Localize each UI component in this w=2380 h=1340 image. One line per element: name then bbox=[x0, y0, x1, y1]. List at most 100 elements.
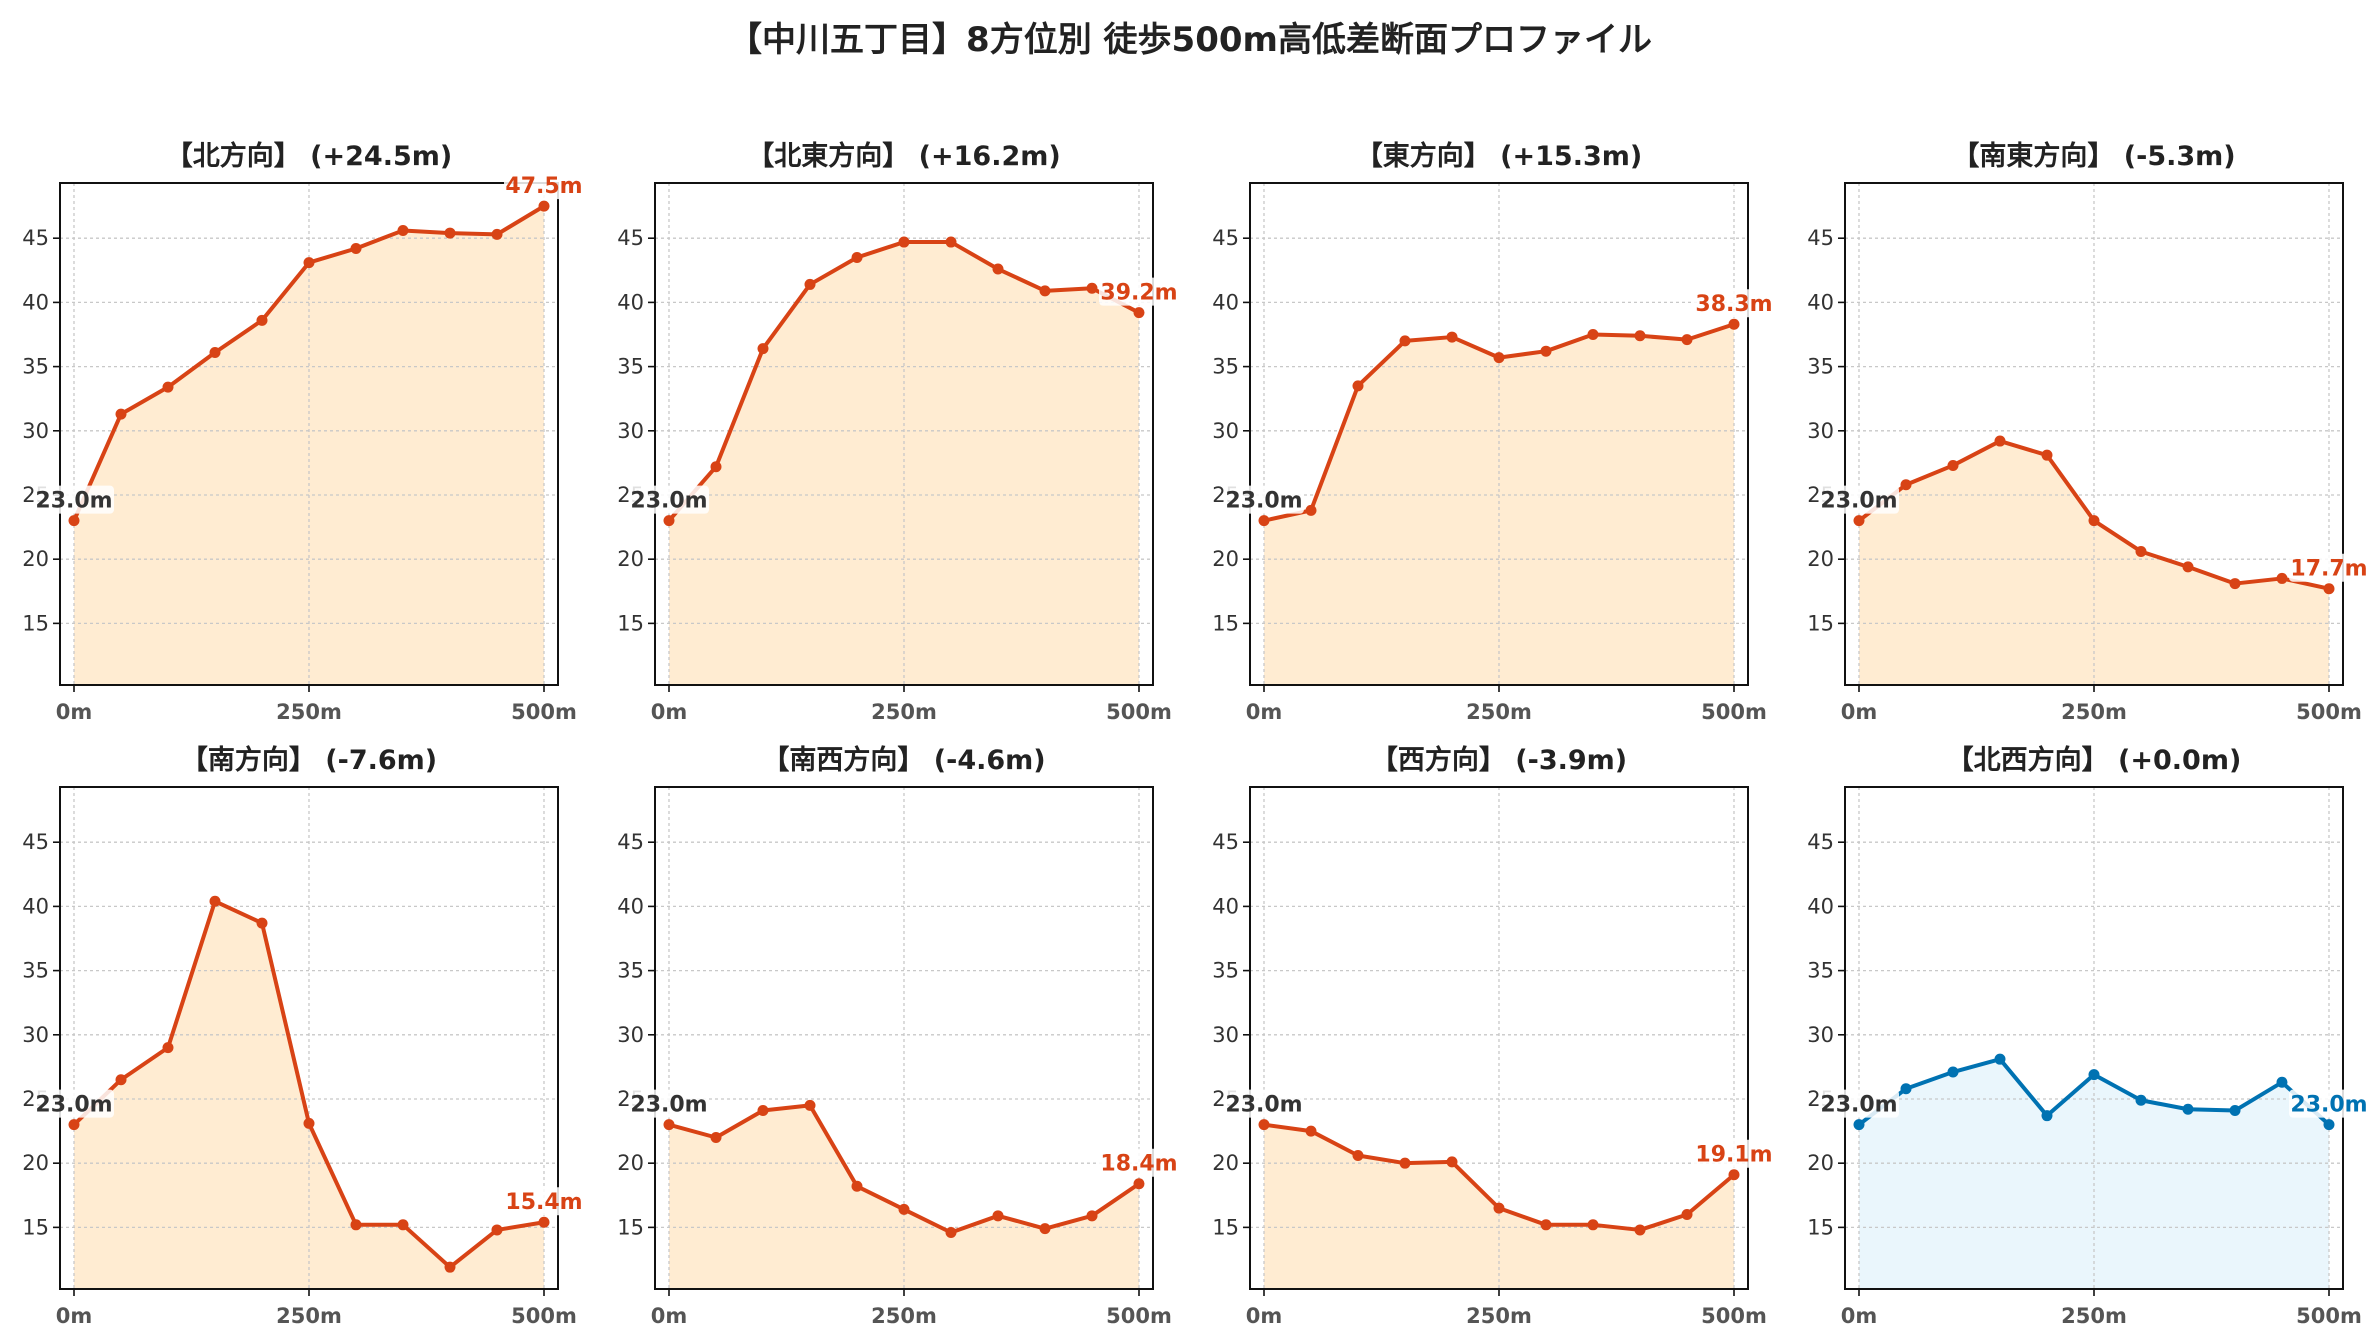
y-tick-label: 20 bbox=[617, 547, 644, 571]
data-point bbox=[115, 408, 127, 420]
data-point bbox=[162, 381, 174, 393]
data-point bbox=[757, 1105, 769, 1117]
chart-panel-3: 【東方向】 (+15.3m)152025303540450m250m500m23… bbox=[1212, 140, 1774, 724]
chart-panel-7: 【西方向】 (-3.9m)152025303540450m250m500m23.… bbox=[1212, 744, 1774, 1328]
start-label: 23.0m bbox=[1820, 489, 1897, 514]
y-tick-label: 35 bbox=[617, 355, 644, 379]
data-point bbox=[1900, 479, 1912, 491]
figure-title: 【中川五丁目】8方位別 徒歩500m高低差断面プロファイル bbox=[728, 20, 1652, 60]
end-label-bg bbox=[504, 171, 584, 200]
data-point bbox=[1352, 1149, 1364, 1161]
panel-title: 【南西方向】 (-4.6m) bbox=[762, 744, 1045, 776]
chart-panel-2: 【北東方向】 (+16.2m)152025303540450m250m500m2… bbox=[617, 140, 1179, 724]
chart-panel-1: 【北方向】 (+24.5m)152025303540450m250m500m23… bbox=[22, 140, 584, 724]
y-tick-label: 20 bbox=[1807, 547, 1834, 571]
data-point bbox=[992, 1210, 1004, 1222]
x-tick-label: 250m bbox=[1466, 1304, 1532, 1328]
data-point bbox=[2135, 1094, 2147, 1106]
y-tick-label: 30 bbox=[22, 419, 49, 443]
start-label-bg bbox=[1819, 485, 1899, 514]
x-tick-label: 0m bbox=[1841, 1304, 1878, 1328]
y-tick-label: 35 bbox=[22, 355, 49, 379]
y-tick-label: 35 bbox=[1807, 959, 1834, 983]
x-tick-label: 250m bbox=[871, 700, 937, 724]
y-tick-label: 45 bbox=[1807, 830, 1834, 854]
x-tick-label: 500m bbox=[1701, 1304, 1767, 1328]
start-label: 23.0m bbox=[1225, 1093, 1302, 1118]
data-point bbox=[1900, 1083, 1912, 1095]
data-point bbox=[804, 1099, 816, 1111]
chart-panel-6: 【南西方向】 (-4.6m)152025303540450m250m500m23… bbox=[617, 744, 1179, 1328]
data-point bbox=[804, 278, 816, 290]
y-tick-label: 35 bbox=[1807, 355, 1834, 379]
end-label-bg bbox=[1099, 277, 1179, 306]
data-point bbox=[1540, 1219, 1552, 1231]
data-point bbox=[1853, 515, 1865, 527]
data-point bbox=[1634, 330, 1646, 342]
start-label-bg bbox=[1224, 1089, 1304, 1118]
data-point bbox=[1086, 1210, 1098, 1222]
data-point bbox=[209, 895, 221, 907]
y-tick-label: 30 bbox=[1212, 1023, 1239, 1047]
x-tick-label: 0m bbox=[56, 700, 93, 724]
y-tick-label: 40 bbox=[22, 894, 49, 918]
data-point bbox=[1728, 318, 1740, 330]
x-tick-label: 250m bbox=[2061, 1304, 2127, 1328]
x-tick-label: 500m bbox=[511, 700, 577, 724]
data-point bbox=[491, 1224, 503, 1236]
data-point bbox=[303, 257, 315, 269]
data-point bbox=[663, 515, 675, 527]
end-label: 18.4m bbox=[1100, 1152, 1177, 1177]
data-point bbox=[491, 228, 503, 240]
y-tick-label: 40 bbox=[22, 290, 49, 314]
y-tick-label: 35 bbox=[1212, 959, 1239, 983]
chart-panel-8: 【北西方向】 (+0.0m)152025303540450m250m500m23… bbox=[1807, 744, 2369, 1328]
y-tick-label: 15 bbox=[617, 1215, 644, 1239]
x-tick-label: 250m bbox=[1466, 700, 1532, 724]
end-label-bg bbox=[1694, 1139, 1774, 1168]
area-fill bbox=[1859, 1059, 2329, 1289]
data-point bbox=[1446, 1156, 1458, 1168]
data-point bbox=[2135, 545, 2147, 557]
data-point bbox=[256, 917, 268, 929]
y-tick-label: 30 bbox=[617, 1023, 644, 1047]
panel-title: 【南東方向】 (-5.3m) bbox=[1952, 140, 2235, 172]
y-tick-label: 45 bbox=[1212, 830, 1239, 854]
start-label-bg bbox=[34, 1089, 114, 1118]
data-point bbox=[1540, 345, 1552, 357]
x-tick-label: 0m bbox=[1246, 1304, 1283, 1328]
x-tick-label: 500m bbox=[2296, 1304, 2362, 1328]
data-point bbox=[2182, 561, 2194, 573]
data-point bbox=[2229, 578, 2241, 590]
end-label: 15.4m bbox=[505, 1190, 582, 1215]
x-tick-label: 0m bbox=[1841, 700, 1878, 724]
x-tick-label: 250m bbox=[276, 1304, 342, 1328]
y-tick-label: 40 bbox=[1212, 894, 1239, 918]
y-tick-label: 40 bbox=[1807, 290, 1834, 314]
y-tick-label: 20 bbox=[617, 1151, 644, 1175]
x-tick-label: 0m bbox=[1246, 700, 1283, 724]
y-tick-label: 30 bbox=[617, 419, 644, 443]
data-point bbox=[663, 1119, 675, 1131]
area-fill bbox=[669, 1105, 1139, 1289]
data-point bbox=[710, 461, 722, 473]
y-tick-label: 15 bbox=[1212, 1215, 1239, 1239]
data-point bbox=[444, 227, 456, 239]
start-label: 23.0m bbox=[630, 1093, 707, 1118]
start-label-bg bbox=[629, 1089, 709, 1118]
y-tick-label: 45 bbox=[1212, 226, 1239, 250]
end-label: 17.7m bbox=[2290, 557, 2367, 582]
x-tick-label: 500m bbox=[1106, 700, 1172, 724]
data-point bbox=[1587, 1219, 1599, 1231]
y-tick-label: 45 bbox=[617, 226, 644, 250]
end-label-bg bbox=[2289, 553, 2369, 582]
y-tick-label: 40 bbox=[617, 894, 644, 918]
y-tick-label: 20 bbox=[1212, 547, 1239, 571]
panel-title: 【北東方向】 (+16.2m) bbox=[747, 140, 1060, 172]
data-point bbox=[992, 263, 1004, 275]
data-point bbox=[1853, 1119, 1865, 1131]
chart-panel-4: 【南東方向】 (-5.3m)152025303540450m250m500m23… bbox=[1807, 140, 2369, 724]
data-point bbox=[2088, 1069, 2100, 1081]
y-tick-label: 40 bbox=[1212, 290, 1239, 314]
